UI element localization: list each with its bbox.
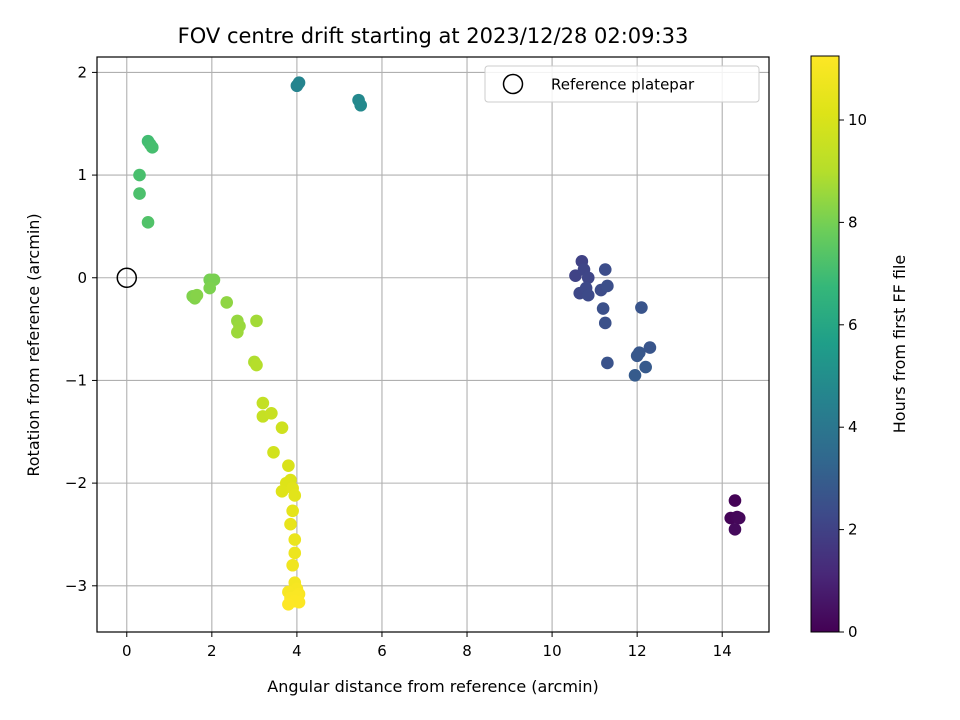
- data-point: [267, 446, 280, 459]
- data-point: [635, 301, 648, 314]
- data-point: [220, 296, 234, 309]
- data-point: [288, 489, 302, 502]
- x-tick-label: 8: [462, 642, 472, 660]
- data-point: [639, 360, 652, 374]
- y-axis-ticks: −3 −2 −1 0 1 2: [65, 63, 97, 595]
- legend: Reference platepar: [484, 65, 760, 103]
- y-axis-label: Rotation from reference (arcmin): [24, 213, 43, 476]
- data-point: [286, 504, 299, 518]
- colorbar-tick-label: 8: [848, 213, 858, 231]
- data-point: [288, 546, 302, 560]
- data-point: [288, 533, 302, 546]
- data-point: [581, 288, 595, 302]
- data-point: [141, 216, 155, 229]
- data-point: [231, 325, 244, 339]
- x-axis-ticks: 0 2 4 6 8 10 12 14: [122, 632, 732, 660]
- x-tick-label: 10: [543, 642, 562, 660]
- data-point: [275, 421, 289, 434]
- y-tick-label: −2: [65, 474, 87, 492]
- data-point: [282, 459, 295, 472]
- data-point: [284, 517, 297, 531]
- y-tick-label: −1: [65, 371, 87, 389]
- data-point: [581, 271, 595, 285]
- data-point: [598, 316, 612, 330]
- colorbar-tick-label: 0: [848, 623, 858, 641]
- data-point: [628, 369, 642, 382]
- colorbar: 0 2 4 6 8 10 Hours from first FF file: [810, 55, 909, 641]
- colorbar-gradient: [810, 55, 840, 633]
- y-tick-label: 1: [77, 166, 87, 184]
- data-point: [265, 406, 278, 420]
- data-point: [256, 396, 270, 410]
- legend-label: Reference platepar: [551, 76, 695, 94]
- data-point: [282, 597, 295, 611]
- data-point: [133, 168, 146, 182]
- data-point: [292, 595, 306, 609]
- data-points: [133, 76, 746, 611]
- data-point: [292, 76, 306, 89]
- data-point: [630, 349, 644, 363]
- data-point: [250, 358, 263, 372]
- colorbar-tick-label: 10: [848, 111, 867, 129]
- data-point: [596, 302, 610, 315]
- reference-platepar-marker: [116, 267, 138, 289]
- x-tick-label: 2: [207, 642, 217, 660]
- x-tick-label: 14: [713, 642, 732, 660]
- x-tick-label: 0: [122, 642, 132, 660]
- legend-box: [484, 65, 760, 103]
- colorbar-tick-label: 6: [848, 316, 858, 334]
- data-point: [728, 494, 742, 507]
- legend-reference-marker: [502, 73, 524, 95]
- y-tick-label: 2: [77, 63, 87, 81]
- colorbar-tick-label: 4: [848, 418, 858, 436]
- data-point: [601, 279, 614, 293]
- data-point: [728, 523, 742, 536]
- reference-marker-layer: [116, 267, 138, 289]
- data-point: [145, 141, 159, 154]
- x-tick-label: 6: [377, 642, 387, 660]
- grid-lines: [97, 57, 769, 632]
- data-point: [275, 485, 289, 498]
- x-tick-label: 4: [292, 642, 302, 660]
- data-point: [250, 314, 263, 328]
- colorbar-label: Hours from first FF file: [890, 255, 909, 434]
- chart-title: FOV centre drift starting at 2023/12/28 …: [178, 24, 689, 48]
- data-point: [354, 98, 367, 112]
- data-point: [286, 558, 299, 572]
- data-point: [732, 511, 746, 525]
- data-point: [190, 288, 204, 302]
- plot-frame: [96, 56, 770, 633]
- data-point: [643, 341, 657, 354]
- y-tick-label: −3: [65, 577, 87, 595]
- data-point: [203, 281, 217, 295]
- x-axis-label: Angular distance from reference (arcmin): [267, 677, 598, 696]
- data-point: [601, 356, 614, 370]
- x-tick-label: 12: [628, 642, 647, 660]
- y-tick-label: 0: [77, 269, 87, 287]
- data-point: [133, 187, 146, 200]
- colorbar-ticks: 0 2 4 6 8 10: [839, 111, 867, 641]
- colorbar-tick-label: 2: [848, 521, 858, 539]
- data-point: [598, 263, 612, 276]
